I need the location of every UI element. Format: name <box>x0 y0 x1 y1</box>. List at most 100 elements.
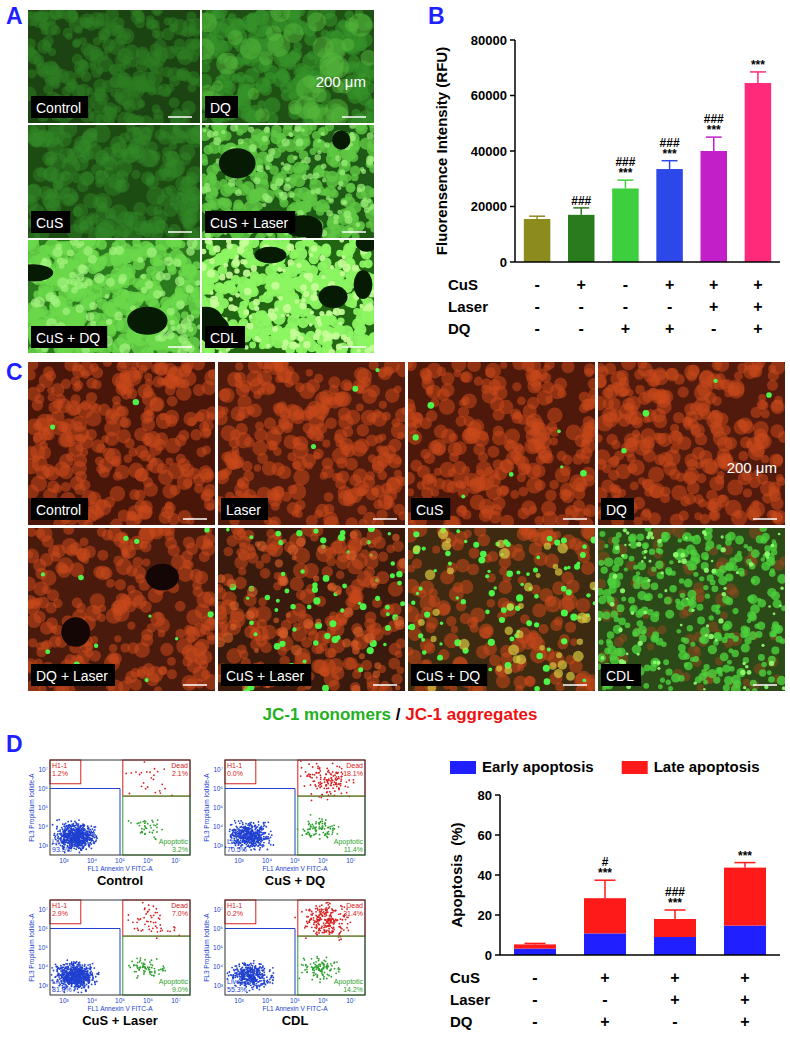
cell <box>288 191 295 198</box>
cell <box>73 38 82 47</box>
cell <box>202 12 217 32</box>
cell <box>75 304 84 313</box>
cell <box>235 189 242 196</box>
cell <box>176 192 185 201</box>
cell <box>339 170 345 176</box>
cell <box>153 206 162 215</box>
panel-letter: D <box>6 731 23 757</box>
cell <box>322 178 327 183</box>
cell <box>44 167 60 183</box>
cell <box>222 81 236 95</box>
cell <box>71 287 78 294</box>
cell <box>186 285 194 293</box>
cell <box>176 69 184 77</box>
cell <box>333 214 339 220</box>
cell <box>81 282 87 288</box>
cell <box>247 88 259 100</box>
cell <box>296 139 304 147</box>
cell <box>317 139 321 143</box>
cell <box>240 38 262 60</box>
cell <box>28 194 35 205</box>
cell <box>175 276 185 286</box>
cell <box>114 180 127 193</box>
cell <box>338 181 343 186</box>
scale-line <box>342 231 366 233</box>
cell <box>230 125 238 132</box>
panel-letter: C <box>6 359 23 385</box>
cell <box>141 274 146 279</box>
cell <box>117 211 134 228</box>
cell <box>360 200 368 208</box>
image-label: CuS <box>36 215 63 231</box>
cell <box>95 179 104 188</box>
label-bg <box>31 326 107 348</box>
cell <box>137 257 143 263</box>
cell <box>188 51 199 62</box>
cell <box>155 335 161 341</box>
cell <box>288 52 299 63</box>
cell <box>239 301 247 309</box>
cell <box>293 156 298 161</box>
cell <box>307 173 313 179</box>
cell <box>175 287 184 296</box>
cell <box>79 59 87 67</box>
cell <box>76 273 84 281</box>
cell <box>255 108 270 123</box>
cell <box>195 78 200 88</box>
cell <box>344 216 352 224</box>
cell <box>101 153 109 161</box>
cell <box>99 52 108 61</box>
cell <box>213 137 221 145</box>
micrograph <box>202 240 374 353</box>
scale-line <box>168 346 192 348</box>
cell <box>268 148 275 155</box>
cell <box>286 82 295 91</box>
cell <box>160 296 172 308</box>
cell <box>86 312 95 321</box>
cell <box>214 282 225 293</box>
cell <box>357 184 365 192</box>
micrograph-bg <box>202 125 374 238</box>
cell <box>168 224 181 237</box>
cell <box>169 97 180 108</box>
cell <box>283 163 291 171</box>
cell <box>95 150 110 165</box>
cell <box>147 247 157 257</box>
cell <box>202 62 210 73</box>
cell <box>104 294 109 299</box>
cell <box>212 80 223 91</box>
cell <box>282 139 290 147</box>
cell <box>63 28 73 38</box>
cell <box>153 260 166 273</box>
cell <box>115 246 124 255</box>
cell <box>173 259 181 267</box>
cell <box>109 65 119 75</box>
cell <box>296 200 302 206</box>
cell <box>162 28 175 41</box>
cell <box>163 203 177 217</box>
cell <box>119 274 128 283</box>
cell <box>153 10 161 15</box>
scale-line <box>168 231 192 233</box>
cell <box>106 319 112 325</box>
cell <box>275 178 283 186</box>
cell <box>341 199 347 205</box>
micrograph-bg <box>28 240 200 353</box>
cell <box>105 214 119 228</box>
cell <box>370 225 374 232</box>
cell <box>180 29 187 36</box>
cell <box>192 125 200 138</box>
cell <box>70 310 84 324</box>
cell <box>93 293 102 302</box>
cell <box>80 17 92 29</box>
cell <box>265 195 273 203</box>
cell <box>187 314 194 321</box>
cell <box>216 52 238 74</box>
cell <box>314 154 321 161</box>
cell-gap <box>219 148 256 178</box>
cell <box>357 187 362 192</box>
cell <box>367 132 374 139</box>
cell <box>301 128 305 132</box>
cell <box>90 320 96 326</box>
cell <box>114 89 131 106</box>
